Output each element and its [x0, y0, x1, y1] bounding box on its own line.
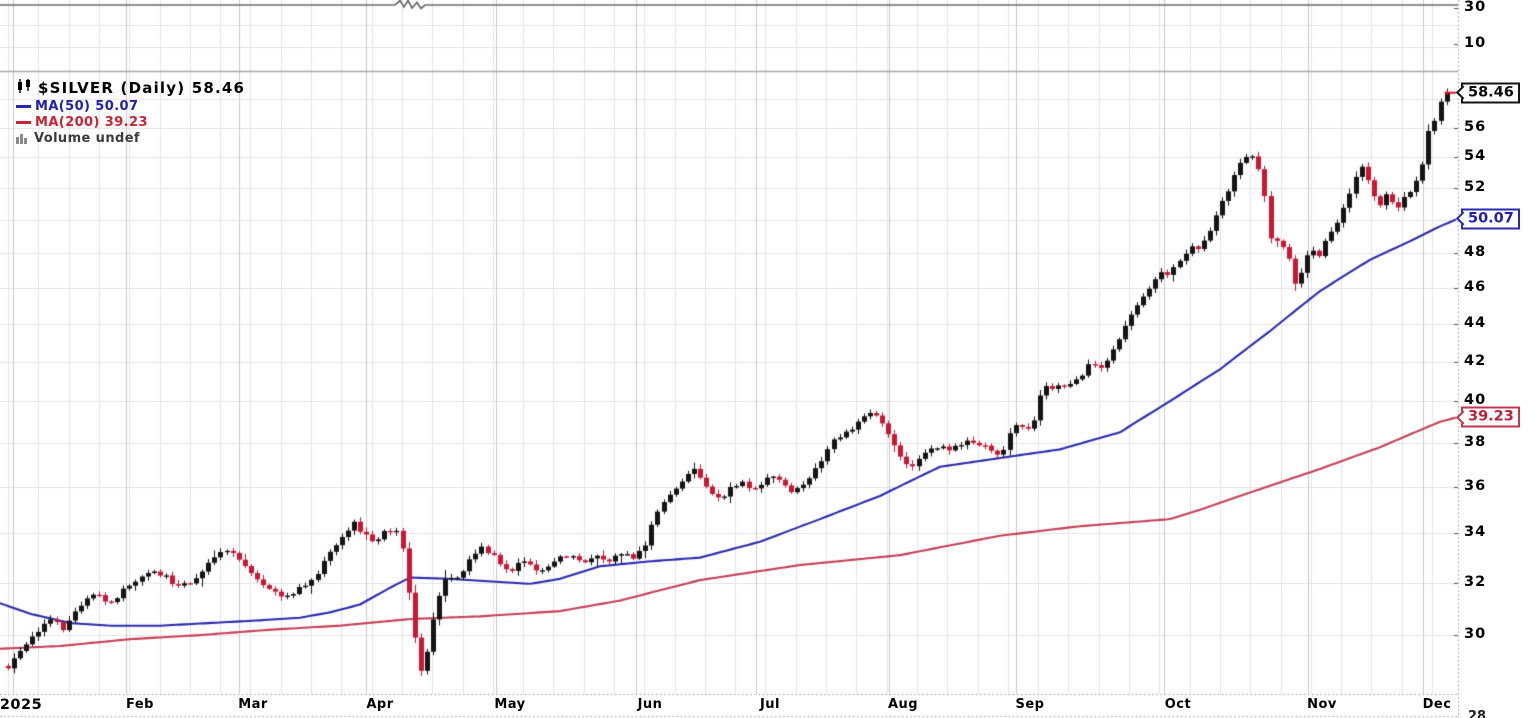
- y-axis-label: 56: [1464, 118, 1487, 135]
- legend-title-row: $SILVER (Daily) 58.46: [16, 78, 245, 98]
- ma50-line-swatch: [16, 104, 31, 108]
- x-axis-month-label: Feb: [126, 697, 154, 712]
- legend-volume-row: Volume undef: [16, 130, 245, 146]
- y-axis-label: 54: [1464, 148, 1487, 165]
- volume-bars-icon: [16, 129, 29, 148]
- chart-legend: $SILVER (Daily) 58.46 MA(50) 50.07 MA(20…: [16, 78, 245, 146]
- x-axis-month-label: 2025: [0, 697, 43, 713]
- x-axis-month-label: Mar: [238, 697, 268, 712]
- y-axis-label: 48: [1464, 244, 1487, 260]
- x-axis-month-label: Sep: [1015, 697, 1045, 712]
- upper-pane-axis-label: 10: [1464, 35, 1487, 51]
- y-axis-label: 42: [1464, 352, 1487, 369]
- y-axis-label: 44: [1464, 314, 1487, 331]
- y-axis-label: 32: [1464, 573, 1487, 590]
- x-axis-month-label: Oct: [1164, 697, 1192, 712]
- x-axis-month-label: Nov: [1307, 697, 1337, 712]
- x-axis-month-label: Dec: [1422, 697, 1452, 712]
- y-axis-label: 38: [1464, 433, 1487, 450]
- upper-pane-axis-label: 30: [1464, 0, 1487, 15]
- legend-ma50-row: MA(50) 50.07: [16, 98, 245, 114]
- y-axis-label: 46: [1464, 278, 1487, 295]
- y-axis-label: 30: [1464, 626, 1487, 643]
- x-axis-month-label: Aug: [887, 697, 919, 712]
- chart-type-icon: [16, 79, 33, 97]
- ma200-line-swatch: [16, 120, 31, 124]
- y-axis-label: 36: [1464, 477, 1487, 494]
- symbol-title: $SILVER (Daily) 58.46: [38, 79, 246, 97]
- x-axis-month-label: Jun: [637, 697, 663, 712]
- ma200-label: MA(200) 39.23: [35, 114, 148, 130]
- legend-ma200-row: MA(200) 39.23: [16, 114, 245, 130]
- last-price-badge: 58.46: [1461, 82, 1520, 104]
- ma50-value-badge: 50.07: [1461, 208, 1520, 230]
- ma50-label: MA(50) 50.07: [35, 98, 139, 114]
- ma200-value-badge: 39.23: [1461, 406, 1520, 428]
- x-axis-month-label: Apr: [366, 697, 394, 712]
- y-axis-label: 40: [1464, 392, 1487, 409]
- partial-next-pane-label: 28: [1468, 709, 1487, 718]
- x-axis-month-label: May: [494, 697, 526, 712]
- y-axis-label: 52: [1464, 178, 1487, 195]
- x-axis-month-label: Jul: [759, 697, 781, 712]
- y-axis-label: 34: [1464, 524, 1487, 541]
- volume-label: Volume undef: [34, 130, 140, 146]
